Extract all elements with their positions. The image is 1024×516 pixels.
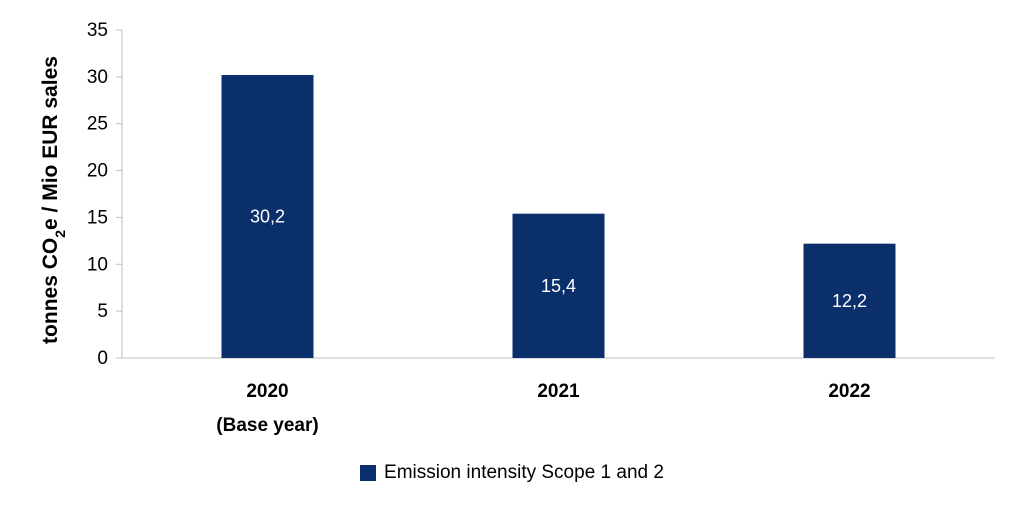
x-tick-sublabel: (Base year) (216, 415, 318, 436)
y-axis-title: tonnes CO2e / Mio EUR sales (39, 56, 68, 344)
data-label: 30,2 (250, 206, 285, 226)
chart: 0 5 10 15 20 25 30 35 30,2 2020 (Base year) 15,4 20… (39, 20, 995, 436)
y-axis-title-subscript: 2 (52, 230, 68, 238)
y-tick-label: 15 (87, 207, 108, 228)
x-tick-label: 2022 (828, 381, 870, 402)
y-axis-title-part: tonnes CO (39, 238, 62, 344)
y-tick-label: 25 (87, 114, 108, 135)
y-tick-label: 5 (97, 301, 108, 322)
data-label: 12,2 (832, 291, 867, 311)
bar (512, 213, 605, 358)
y-tick-label: 10 (87, 254, 108, 275)
data-label: 15,4 (541, 276, 576, 296)
legend: Emission intensity Scope 1 and 2 (0, 462, 1024, 484)
legend-swatch (360, 465, 377, 481)
labels: 30,2 2020 (Base year) 15,4 2021 12,2 2022 (216, 206, 870, 436)
y-tick-label: 0 (97, 348, 108, 369)
legend-label: Emission intensity Scope 1 and 2 (384, 462, 664, 483)
x-tick-label: 2021 (537, 381, 580, 402)
bar (803, 243, 896, 358)
y-axis-title-part: e / Mio EUR sales (39, 56, 62, 230)
bars (221, 74, 896, 359)
bar (221, 74, 314, 359)
x-tick-label: 2020 (246, 381, 288, 402)
y-tick-label: 35 (87, 20, 108, 41)
y-tick-label: 30 (87, 67, 108, 88)
y-tick-label: 20 (87, 161, 108, 182)
